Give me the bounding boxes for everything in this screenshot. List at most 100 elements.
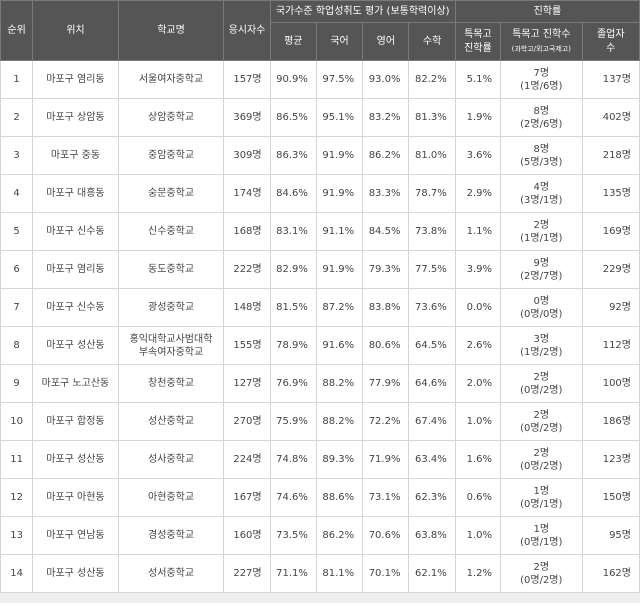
table-row: 3 마포구 중동 중암중학교 309명 86.3% 91.9% 86.2% 81.0% 3.6%…: [0, 136, 640, 175]
cell-math: 77.5%: [408, 250, 456, 289]
cell-location: 마포구 성산동: [32, 326, 119, 365]
cell-math: 81.0%: [408, 136, 456, 175]
cell-special-rate: 1.0%: [454, 516, 502, 555]
cell-rank: 3: [0, 136, 34, 175]
cell-rank: 4: [0, 174, 34, 213]
cell-special-count-line1: 1명: [533, 523, 550, 535]
cell-average: 82.9%: [269, 250, 317, 289]
cell-special-count-line2: (0명/0명): [520, 308, 563, 320]
cell-average: 75.9%: [269, 402, 317, 441]
cell-rank: 11: [0, 440, 34, 479]
header-location: 위치: [32, 0, 119, 61]
cell-math: 63.4%: [408, 440, 456, 479]
cell-math: 63.8%: [408, 516, 456, 555]
cell-school-line1: 성산중학교: [148, 416, 195, 427]
cell-special-count: 8명 (5명/3명): [500, 136, 583, 175]
cell-special-rate: 3.6%: [454, 136, 502, 175]
cell-location: 마포구 연남동: [32, 516, 119, 555]
cell-special-count: 1명 (0명/1명): [500, 478, 583, 517]
cell-special-count-line1: 0명: [533, 295, 550, 307]
cell-location: 마포구 상암동: [32, 98, 119, 137]
cell-special-count-line2: (0명/2명): [520, 384, 563, 396]
cell-graduates: 92명: [581, 288, 640, 327]
cell-korean: 91.9%: [315, 250, 364, 289]
cell-graduates: 402명: [581, 98, 640, 137]
cell-special-count: 8명 (2명/6명): [500, 98, 583, 137]
cell-english: 79.3%: [362, 250, 410, 289]
cell-korean: 91.9%: [315, 136, 364, 175]
cell-test-takers: 369명: [223, 98, 271, 137]
cell-school: 광성중학교: [117, 288, 225, 327]
cell-test-takers: 148명: [223, 288, 271, 327]
cell-special-rate: 3.9%: [454, 250, 502, 289]
cell-school-line1: 동도중학교: [148, 264, 195, 275]
cell-english: 86.2%: [362, 136, 410, 175]
cell-location: 마포구 신수동: [32, 212, 119, 251]
cell-location: 마포구 노고산동: [32, 364, 119, 403]
cell-location: 마포구 합정동: [32, 402, 119, 441]
cell-special-count-line1: 7명: [533, 67, 550, 79]
cell-english: 93.0%: [362, 60, 410, 99]
cell-school: 중암중학교: [117, 136, 225, 175]
cell-korean: 91.9%: [315, 174, 364, 213]
cell-average: 83.1%: [269, 212, 317, 251]
cell-english: 84.5%: [362, 212, 410, 251]
cell-test-takers: 168명: [223, 212, 271, 251]
header-graduates-line2: 수: [606, 42, 616, 54]
cell-location: 마포구 성산동: [32, 554, 119, 593]
cell-school-line1: 숭문중학교: [148, 188, 195, 199]
cell-special-count-line1: 8명: [533, 105, 550, 117]
cell-special-count-line2: (3명/1명): [520, 194, 563, 206]
cell-rank: 14: [0, 554, 34, 593]
cell-graduates: 123명: [581, 440, 640, 479]
cell-special-count: 9명 (2명/7명): [500, 250, 583, 289]
table-row: 8 마포구 성산동 홍익대학교사범대학 부속여자중학교 155명 78.9% 91.6% 80…: [0, 326, 640, 365]
cell-special-rate: 2.6%: [454, 326, 502, 365]
cell-special-count-line1: 8명: [533, 143, 550, 155]
cell-special-rate: 2.9%: [454, 174, 502, 213]
cell-school: 동도중학교: [117, 250, 225, 289]
cell-math: 81.3%: [408, 98, 456, 137]
cell-average: 90.9%: [269, 60, 317, 99]
header-special-count-sub: (과학고/외고국제고): [511, 44, 571, 53]
cell-math: 82.2%: [408, 60, 456, 99]
table-body: 1 마포구 염리동 서울여자중학교 157명 90.9% 97.5% 93.0% 82.2% 5…: [0, 60, 640, 593]
cell-graduates: 162명: [581, 554, 640, 593]
cell-school: 성사중학교: [117, 440, 225, 479]
cell-school-line1: 경성중학교: [148, 530, 195, 541]
cell-math: 64.6%: [408, 364, 456, 403]
cell-english: 83.3%: [362, 174, 410, 213]
header-special-count-label: 특목고 진학수: [512, 28, 571, 40]
table-row: 10 마포구 합정동 성산중학교 270명 75.9% 88.2% 72.2% 67.4% 1.…: [0, 402, 640, 441]
cell-test-takers: 222명: [223, 250, 271, 289]
cell-school: 신수중학교: [117, 212, 225, 251]
header-special-rate-line2: 진학률: [464, 42, 492, 54]
cell-average: 71.1%: [269, 554, 317, 593]
cell-korean: 88.6%: [315, 478, 364, 517]
cell-rank: 10: [0, 402, 34, 441]
cell-school-line1: 중암중학교: [148, 150, 195, 161]
cell-special-count-line2: (0명/2명): [520, 574, 563, 586]
table-footer-bar: [0, 593, 640, 603]
cell-location: 마포구 성산동: [32, 440, 119, 479]
cell-english: 70.1%: [362, 554, 410, 593]
cell-special-count: 4명 (3명/1명): [500, 174, 583, 213]
cell-english: 71.9%: [362, 440, 410, 479]
cell-math: 67.4%: [408, 402, 456, 441]
cell-korean: 89.3%: [315, 440, 364, 479]
cell-rank: 12: [0, 478, 34, 517]
cell-special-rate: 5.1%: [454, 60, 502, 99]
cell-rank: 5: [0, 212, 34, 251]
cell-special-count: 2명 (0명/2명): [500, 364, 583, 403]
cell-special-count-line1: 9명: [533, 257, 550, 269]
cell-graduates: 95명: [581, 516, 640, 555]
cell-average: 84.6%: [269, 174, 317, 213]
cell-test-takers: 174명: [223, 174, 271, 213]
cell-special-count-line2: (1명/1명): [520, 232, 563, 244]
cell-test-takers: 155명: [223, 326, 271, 365]
cell-korean: 88.2%: [315, 364, 364, 403]
cell-school: 홍익대학교사범대학 부속여자중학교: [117, 326, 225, 365]
header-average: 평균: [269, 22, 317, 61]
cell-english: 83.2%: [362, 98, 410, 137]
cell-math: 62.1%: [408, 554, 456, 593]
